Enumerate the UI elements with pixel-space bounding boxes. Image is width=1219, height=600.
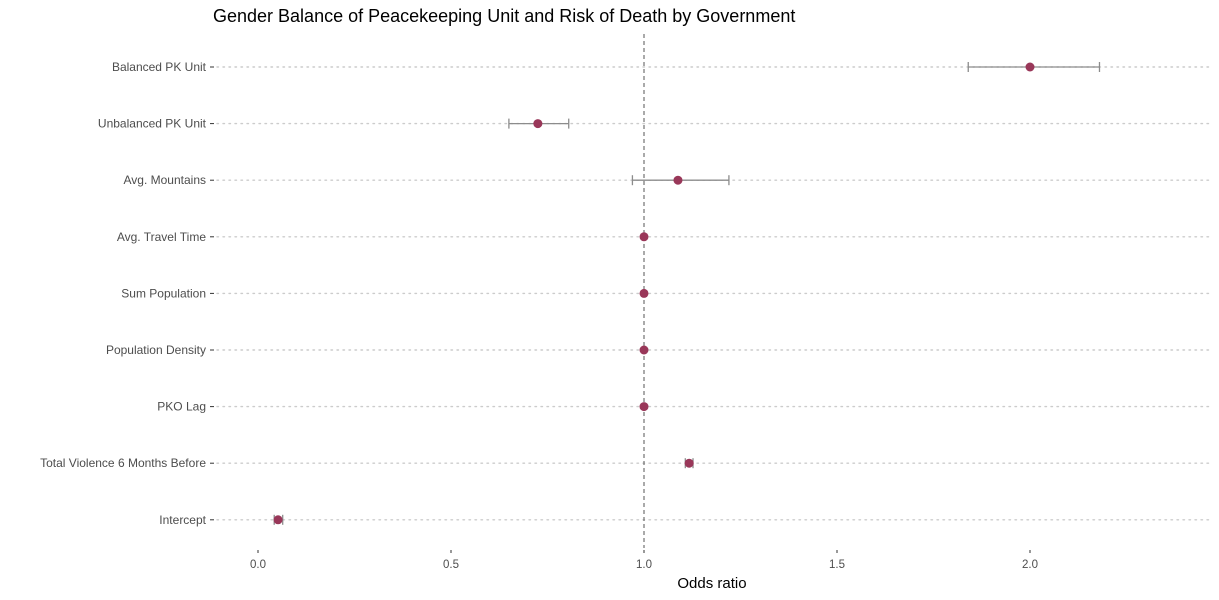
estimate-point [639, 345, 649, 355]
estimate-point [639, 232, 649, 242]
x-tick-label: 1.0 [636, 559, 652, 571]
x-tick-label: 2.0 [1022, 559, 1038, 571]
y-tick-label: PKO Lag [157, 400, 206, 414]
y-tick-label: Avg. Mountains [124, 173, 207, 187]
y-tick-label: Avg. Travel Time [117, 230, 206, 244]
estimate-point [1025, 62, 1035, 72]
estimate-point [533, 119, 543, 129]
x-tick-label: 1.5 [829, 559, 845, 571]
y-tick-label: Intercept [159, 513, 206, 527]
y-axis: Balanced PK Unit Unbalanced PK Unit Avg. M… [40, 60, 214, 527]
x-tick-label: 0.5 [443, 559, 459, 571]
estimate-point [684, 458, 694, 468]
marks-layer [273, 62, 1101, 525]
estimate-point [273, 515, 283, 525]
y-tick-label: Balanced PK Unit [112, 60, 207, 74]
y-tick-label: Population Density [106, 343, 206, 357]
y-tick-label: Sum Population [121, 286, 206, 300]
y-tick-label: Total Violence 6 Months Before [40, 456, 206, 470]
x-axis-label: Odds ratio [677, 575, 746, 592]
chart-title: Gender Balance of Peacekeeping Unit and … [213, 6, 795, 26]
x-axis: 0.0 0.5 1.0 1.5 2.0 [250, 550, 1038, 571]
estimate-point [639, 288, 649, 298]
y-tick-label: Unbalanced PK Unit [98, 117, 207, 131]
estimate-point [639, 402, 649, 412]
estimate-point [673, 175, 683, 185]
grid-layer [216, 66, 1213, 521]
x-tick-label: 0.0 [250, 559, 266, 571]
